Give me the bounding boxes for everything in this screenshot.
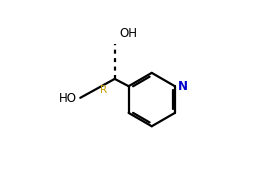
Text: N: N [178,80,188,93]
Text: HO: HO [59,92,77,105]
Text: OH: OH [119,27,137,40]
Text: R: R [100,85,107,95]
